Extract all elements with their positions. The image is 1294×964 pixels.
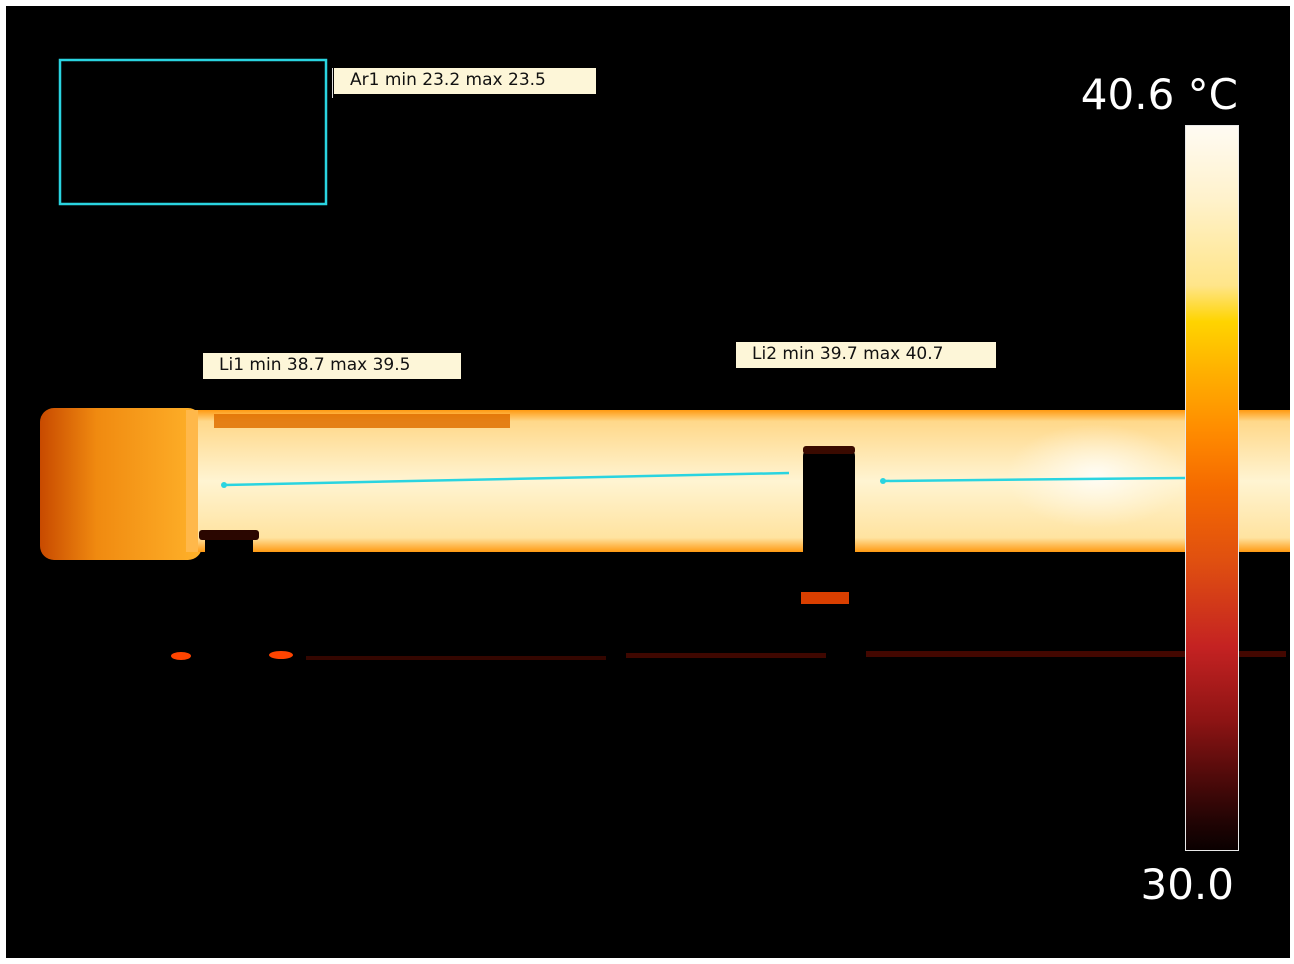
area1-box — [58, 58, 328, 206]
tube-body — [186, 410, 1290, 552]
measurement-overlays — [58, 58, 1186, 488]
tube-support-right — [801, 446, 855, 609]
thermal-image: Ar1 min 23.2 max 23.5 Li1 min 38.7 max 3… — [6, 6, 1290, 958]
scale-min-label: 30.0 — [1140, 860, 1234, 909]
thermal-scene — [40, 58, 1290, 660]
line1-marker — [223, 471, 790, 487]
line1-label: Li1 min 38.7 max 39.5 — [203, 353, 461, 379]
line2-label: Li2 min 39.7 max 40.7 — [736, 342, 996, 368]
area1-label: Ar1 min 23.2 max 23.5 — [334, 68, 596, 94]
temperature-scale-bar — [1185, 125, 1239, 851]
area1-label-tick — [332, 68, 333, 98]
ground-reflection — [171, 651, 1286, 660]
line2-marker — [882, 476, 1186, 483]
scale-max-label: 40.6 °C — [1080, 70, 1238, 119]
tube-cap — [40, 408, 202, 560]
tube-support-left — [199, 530, 259, 660]
